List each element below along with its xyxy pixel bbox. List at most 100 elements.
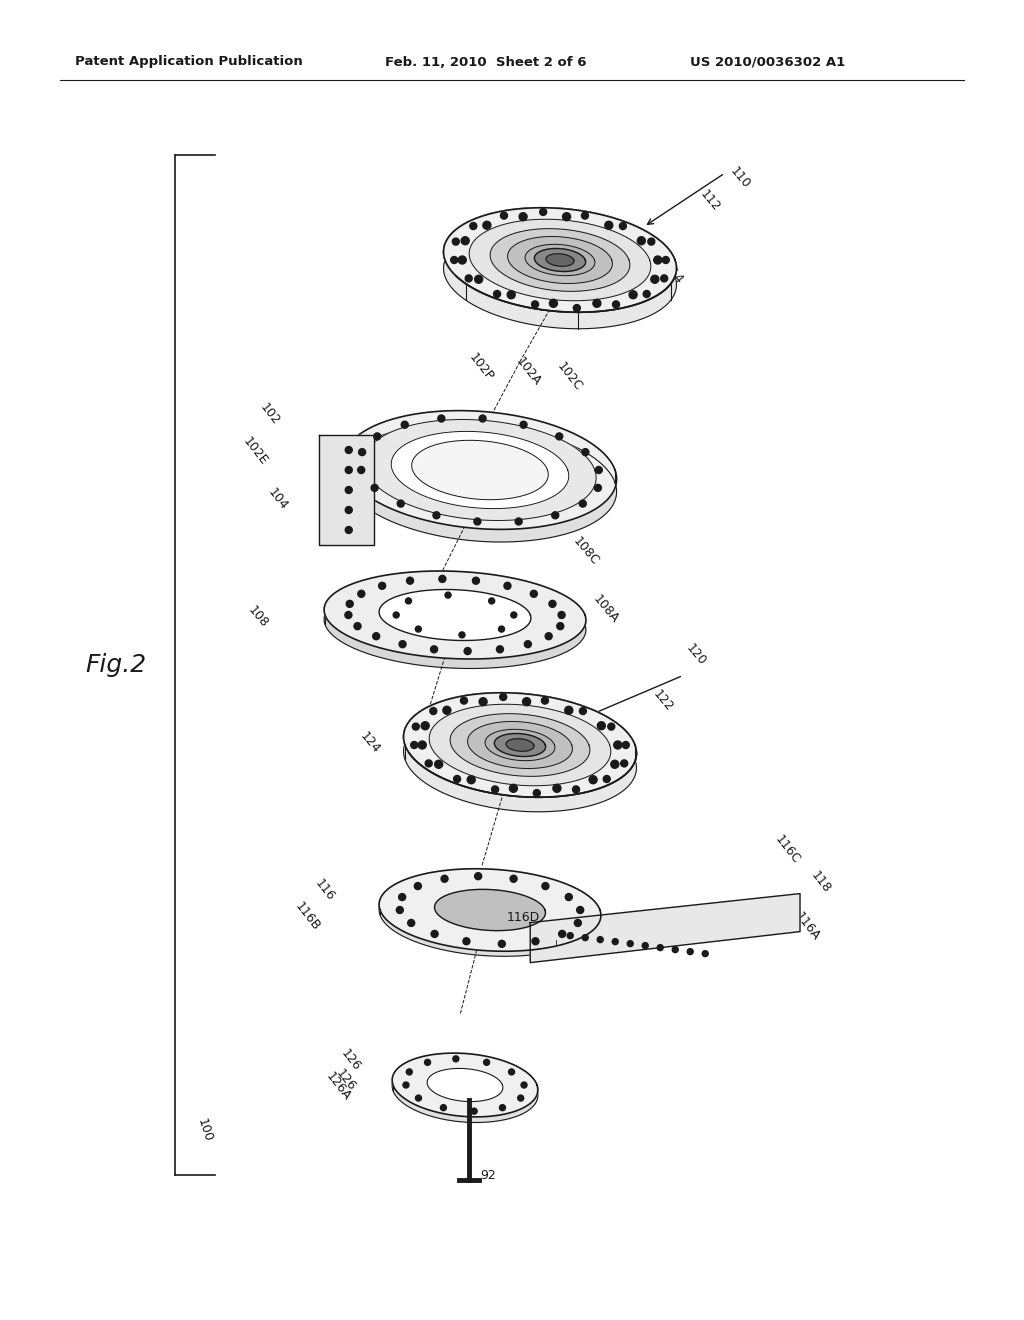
Circle shape (408, 920, 415, 927)
Circle shape (379, 582, 386, 589)
Polygon shape (403, 693, 637, 797)
Circle shape (413, 723, 419, 730)
Circle shape (399, 640, 407, 648)
Polygon shape (535, 248, 586, 272)
Circle shape (494, 290, 501, 297)
Circle shape (612, 301, 620, 308)
Text: 112: 112 (697, 187, 722, 214)
Circle shape (501, 213, 508, 219)
Circle shape (373, 632, 380, 640)
Circle shape (637, 236, 645, 244)
Polygon shape (443, 224, 677, 329)
Circle shape (522, 698, 530, 706)
Circle shape (438, 414, 444, 422)
Circle shape (552, 512, 559, 519)
Circle shape (488, 598, 495, 605)
Circle shape (499, 626, 505, 632)
Polygon shape (429, 705, 611, 785)
Circle shape (660, 275, 668, 282)
Circle shape (345, 446, 352, 454)
Polygon shape (391, 432, 568, 508)
Circle shape (430, 708, 437, 714)
Circle shape (453, 238, 460, 246)
Circle shape (500, 1105, 506, 1110)
Circle shape (492, 785, 499, 793)
Circle shape (542, 697, 549, 704)
Circle shape (511, 612, 517, 618)
Circle shape (702, 950, 709, 957)
Text: 114: 114 (660, 260, 685, 286)
Polygon shape (403, 693, 637, 797)
Circle shape (663, 256, 670, 264)
Circle shape (445, 593, 451, 598)
Text: 102P: 102P (467, 351, 496, 384)
Circle shape (454, 775, 461, 783)
Circle shape (441, 875, 449, 882)
Circle shape (453, 1056, 459, 1061)
Circle shape (565, 706, 572, 714)
Circle shape (483, 1060, 489, 1065)
Circle shape (500, 693, 507, 701)
Circle shape (499, 940, 505, 948)
Circle shape (594, 484, 601, 491)
Polygon shape (392, 1059, 538, 1122)
Circle shape (597, 937, 603, 942)
Circle shape (542, 883, 549, 890)
Text: 116C: 116C (772, 833, 802, 866)
Text: 122: 122 (650, 688, 675, 714)
Circle shape (589, 776, 597, 784)
Text: Fig.2: Fig.2 (85, 653, 146, 677)
Circle shape (418, 741, 426, 748)
Polygon shape (379, 869, 601, 952)
Circle shape (653, 256, 662, 264)
Text: 102E: 102E (240, 436, 269, 469)
Circle shape (657, 945, 664, 950)
Circle shape (397, 500, 404, 507)
Circle shape (621, 760, 628, 767)
Polygon shape (490, 228, 630, 292)
Text: 104: 104 (265, 486, 290, 513)
Circle shape (549, 601, 556, 607)
Text: US 2010/0036302 A1: US 2010/0036302 A1 (690, 55, 845, 69)
Circle shape (401, 421, 409, 428)
Circle shape (608, 723, 614, 730)
Circle shape (346, 601, 353, 607)
Circle shape (474, 517, 481, 525)
Circle shape (580, 708, 587, 714)
Circle shape (531, 937, 539, 945)
Text: Patent Application Publication: Patent Application Publication (75, 55, 303, 69)
Polygon shape (412, 441, 548, 500)
Polygon shape (546, 253, 574, 267)
Polygon shape (403, 708, 637, 812)
Text: 108: 108 (245, 603, 270, 630)
Circle shape (623, 742, 630, 748)
Circle shape (407, 1069, 413, 1074)
Circle shape (406, 598, 412, 605)
Polygon shape (379, 590, 530, 640)
Circle shape (605, 222, 612, 230)
Circle shape (479, 698, 487, 706)
Circle shape (603, 775, 610, 783)
Circle shape (610, 760, 618, 768)
Circle shape (521, 1082, 527, 1088)
Circle shape (439, 576, 445, 582)
Polygon shape (451, 714, 590, 776)
Circle shape (464, 648, 471, 655)
Polygon shape (506, 739, 534, 751)
Circle shape (550, 300, 557, 308)
Text: 108C: 108C (570, 535, 601, 568)
Circle shape (559, 931, 565, 937)
Circle shape (580, 500, 587, 507)
Circle shape (411, 742, 418, 748)
Text: 120: 120 (683, 642, 709, 668)
Text: 124: 124 (357, 730, 382, 756)
Circle shape (470, 223, 477, 230)
Circle shape (565, 894, 572, 900)
Polygon shape (364, 420, 596, 520)
Circle shape (553, 784, 561, 792)
Polygon shape (485, 730, 555, 760)
Polygon shape (443, 207, 677, 313)
Circle shape (461, 697, 468, 704)
Circle shape (629, 290, 637, 298)
Circle shape (357, 466, 365, 474)
